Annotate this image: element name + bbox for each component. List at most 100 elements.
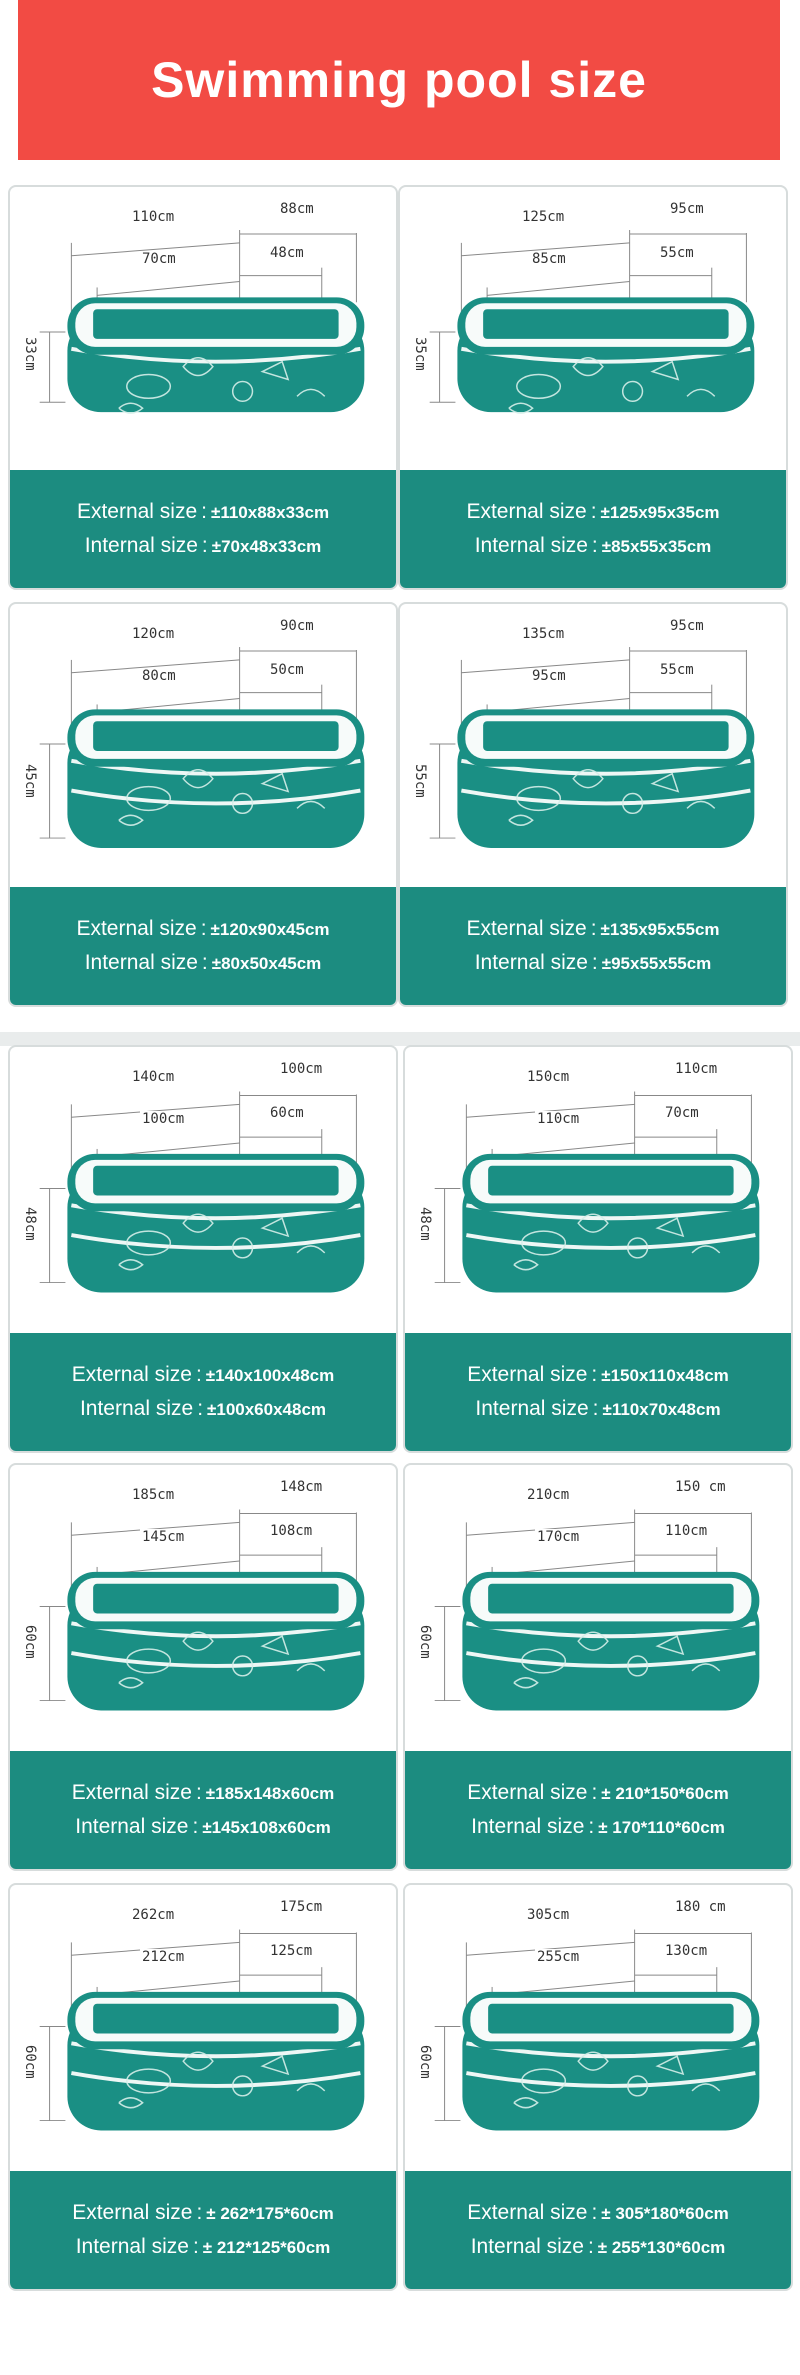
internal-size-label: Internal size bbox=[84, 951, 198, 974]
colon: : bbox=[590, 500, 597, 523]
size-panel: External size: ±110x88x33cm Internal size:… bbox=[10, 470, 396, 588]
pool-card: 262cm 175cm 212cm 125cm 60cm External size: ± … bbox=[8, 1883, 398, 2291]
size-panel: External size: ±125x95x35cm Internal size:… bbox=[400, 470, 786, 588]
colon: : bbox=[592, 1397, 599, 1420]
outer-width-label: 110cm bbox=[673, 1061, 720, 1077]
external-size-value: ±185x148x60cm bbox=[205, 1784, 335, 1803]
colon: : bbox=[192, 2235, 199, 2258]
external-size-value: ±135x95x55cm bbox=[600, 920, 720, 939]
pool-body bbox=[67, 709, 365, 848]
pool-illustration: 150cm 110cm 110cm 70cm 48cm bbox=[405, 1047, 791, 1337]
external-size-label: External size bbox=[467, 1363, 588, 1386]
internal-size-value: ±95x55x55cm bbox=[601, 954, 712, 973]
external-size-label: External size bbox=[71, 1363, 192, 1386]
colon: : bbox=[197, 1397, 204, 1420]
pool-drawing bbox=[434, 1929, 760, 2131]
internal-size-row: Internal size: ±85x55x35cm bbox=[475, 534, 712, 558]
external-size-row: External size: ±120x90x45cm bbox=[76, 917, 329, 941]
inner-length-label: 85cm bbox=[530, 251, 568, 267]
colon: : bbox=[591, 2201, 598, 2224]
internal-size-row: Internal size: ±110x70x48cm bbox=[475, 1397, 720, 1421]
outer-width-label: 180 cm bbox=[673, 1899, 728, 1915]
height-label: 55cm bbox=[412, 764, 428, 798]
inner-width-label: 55cm bbox=[658, 662, 696, 678]
inner-length-label: 100cm bbox=[140, 1111, 187, 1127]
outer-length-label: 135cm bbox=[520, 626, 567, 642]
internal-size-row: Internal size: ± 170*110*60cm bbox=[471, 1815, 725, 1839]
pool-drawing bbox=[39, 1929, 365, 2131]
outer-width-label: 175cm bbox=[278, 1899, 325, 1915]
pool-drawing bbox=[429, 230, 755, 414]
internal-size-row: Internal size: ±145x108x60cm bbox=[75, 1815, 331, 1839]
external-size-value: ±120x90x45cm bbox=[210, 920, 330, 939]
pool-drawing bbox=[39, 1091, 365, 1293]
colon: : bbox=[195, 1781, 202, 1804]
pool-body bbox=[67, 1153, 365, 1293]
colon: : bbox=[591, 951, 598, 974]
outer-width-label: 148cm bbox=[278, 1479, 325, 1495]
pool-illustration: 185cm 148cm 145cm 108cm 60cm bbox=[10, 1465, 396, 1755]
internal-size-value: ±85x55x35cm bbox=[601, 537, 712, 556]
external-size-value: ± 210*150*60cm bbox=[601, 1784, 729, 1803]
internal-size-label: Internal size bbox=[84, 534, 198, 557]
colon: : bbox=[201, 951, 208, 974]
size-panel: External size: ±140x100x48cm Internal size… bbox=[10, 1333, 396, 1451]
external-size-row: External size: ± 305*180*60cm bbox=[467, 2201, 729, 2225]
inner-length-label: 80cm bbox=[140, 668, 178, 684]
inner-width-label: 130cm bbox=[663, 1943, 710, 1959]
pool-body bbox=[457, 709, 755, 848]
pool-illustration: 125cm 95cm 85cm 55cm 35cm bbox=[400, 187, 786, 474]
internal-size-label: Internal size bbox=[474, 534, 588, 557]
height-label: 33cm bbox=[22, 337, 38, 371]
pool-card: 305cm 180 cm 255cm 130cm 60cm External size: ±… bbox=[403, 1883, 793, 2291]
internal-size-label: Internal size bbox=[471, 1815, 585, 1838]
pool-card: 110cm 88cm 70cm 48cm 33cm External size: ±110x… bbox=[8, 185, 398, 590]
height-label: 48cm bbox=[417, 1207, 433, 1241]
outer-length-label: 262cm bbox=[130, 1907, 177, 1923]
external-size-row: External size: ±125x95x35cm bbox=[466, 500, 719, 524]
inner-length-label: 110cm bbox=[535, 1111, 582, 1127]
external-size-value: ±110x88x33cm bbox=[211, 503, 330, 522]
colon: : bbox=[201, 534, 208, 557]
size-panel: External size: ± 262*175*60cm Internal siz… bbox=[10, 2171, 396, 2289]
inner-width-label: 55cm bbox=[658, 245, 696, 261]
height-label: 35cm bbox=[412, 337, 428, 371]
pool-illustration: 110cm 88cm 70cm 48cm 33cm bbox=[10, 187, 396, 474]
outer-length-label: 125cm bbox=[520, 209, 567, 225]
colon: : bbox=[591, 1781, 598, 1804]
pool-illustration: 262cm 175cm 212cm 125cm 60cm bbox=[10, 1885, 396, 2175]
pool-illustration: 140cm 100cm 100cm 60cm 48cm bbox=[10, 1047, 396, 1337]
outer-width-label: 100cm bbox=[278, 1061, 325, 1077]
size-panel: External size: ±150x110x48cm Internal size… bbox=[405, 1333, 791, 1451]
pool-card: 135cm 95cm 95cm 55cm 55cm External size: ±135x… bbox=[398, 602, 788, 1007]
internal-size-label: Internal size bbox=[75, 2235, 189, 2258]
internal-size-value: ± 170*110*60cm bbox=[598, 1818, 725, 1837]
pool-drawing bbox=[39, 230, 365, 414]
external-size-label: External size bbox=[467, 2201, 588, 2224]
colon: : bbox=[192, 1815, 199, 1838]
pool-body bbox=[462, 1153, 760, 1293]
title-banner: Swimming pool size bbox=[18, 0, 780, 160]
inner-length-label: 95cm bbox=[530, 668, 568, 684]
outer-length-label: 210cm bbox=[525, 1487, 572, 1503]
colon: : bbox=[587, 2235, 594, 2258]
pool-illustration: 135cm 95cm 95cm 55cm 55cm bbox=[400, 604, 786, 891]
external-size-row: External size: ±110x88x33cm bbox=[77, 500, 329, 524]
internal-size-row: Internal size: ±95x55x55cm bbox=[475, 951, 712, 975]
pool-card: 125cm 95cm 85cm 55cm 35cm External size: ±125x… bbox=[398, 185, 788, 590]
outer-width-label: 88cm bbox=[278, 201, 316, 217]
pool-card: 150cm 110cm 110cm 70cm 48cm External size: ±15… bbox=[403, 1045, 793, 1453]
outer-length-label: 120cm bbox=[130, 626, 177, 642]
size-panel: External size: ±135x95x55cm Internal size:… bbox=[400, 887, 786, 1005]
outer-length-label: 110cm bbox=[130, 209, 177, 225]
pool-body bbox=[67, 1991, 365, 2131]
colon: : bbox=[590, 917, 597, 940]
pool-drawing bbox=[434, 1091, 760, 1293]
internal-size-value: ± 212*125*60cm bbox=[202, 2238, 331, 2257]
external-size-value: ± 262*175*60cm bbox=[206, 2204, 334, 2223]
colon: : bbox=[200, 917, 207, 940]
pool-body bbox=[457, 297, 755, 414]
inner-width-label: 70cm bbox=[663, 1105, 701, 1121]
size-panel: External size: ±185x148x60cm Internal size… bbox=[10, 1751, 396, 1869]
external-size-value: ± 305*180*60cm bbox=[601, 2204, 729, 2223]
